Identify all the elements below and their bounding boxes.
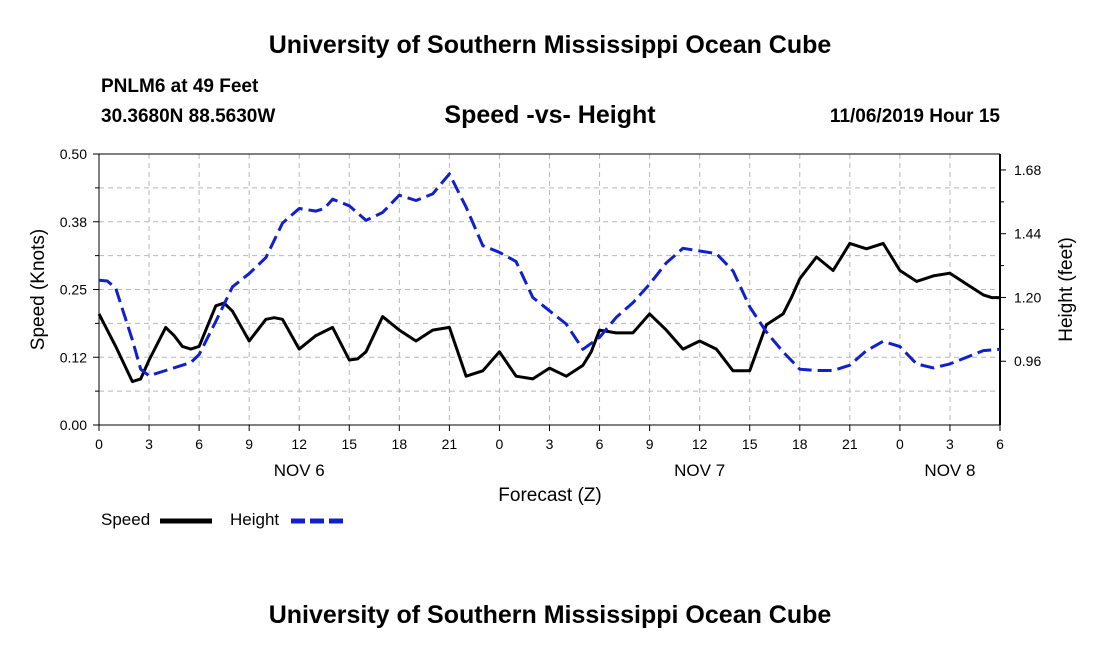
x-tick-label: 12: [291, 436, 307, 452]
x-day-label: NOV 7: [674, 461, 725, 480]
x-tick-label: 9: [245, 436, 253, 452]
x-tick-label: 15: [341, 436, 357, 452]
x-day-label: NOV 6: [274, 461, 325, 480]
x-tick-label: 21: [442, 436, 458, 452]
station-name: PNLM6 at 49 Feet: [101, 76, 259, 97]
y2-tick-label: 1.44: [1014, 226, 1041, 242]
y2-tick-label: 1.20: [1014, 289, 1041, 305]
axes: [93, 153, 1006, 431]
x-tick-label: 18: [392, 436, 408, 452]
y-tick-label: 0.38: [60, 214, 87, 230]
y2-tick-label: 1.68: [1014, 162, 1041, 178]
grid: [99, 154, 1000, 425]
x-tick-label: 3: [546, 436, 554, 452]
x-tick-label: 6: [195, 436, 203, 452]
y2-tick-label: 0.96: [1014, 353, 1041, 369]
x-axis-title: Forecast (Z): [498, 485, 601, 506]
legend: Speed Height: [101, 510, 343, 529]
x-day-label: NOV 8: [924, 461, 975, 480]
labels-group: 0.00 0.12 0.25 0.38 0.50 0.96 1.20 1.44 1.68 0 3 6 9…: [28, 146, 1077, 506]
forecast-timestamp: 11/06/2019 Hour 15: [829, 106, 1000, 127]
y-tick-label: 0.00: [60, 417, 87, 433]
legend-speed-label: Speed: [101, 510, 150, 529]
x-tick-label: 0: [95, 436, 103, 452]
x-tick-label: 15: [742, 436, 758, 452]
speed-series-line: [97, 241, 1000, 384]
x-tick-label: 3: [946, 436, 954, 452]
x-tick-label: 12: [692, 436, 708, 452]
page-title: University of Southern Mississippi Ocean…: [268, 31, 832, 59]
page-footer-title: University of Southern Mississippi Ocean…: [268, 601, 832, 629]
y-tick-label: 0.12: [60, 349, 87, 365]
chart-title: Speed -vs- Height: [444, 101, 656, 129]
x-tick-label: 3: [145, 436, 153, 452]
x-tick-label: 0: [896, 436, 904, 452]
x-tick-label: 0: [496, 436, 504, 452]
x-tick-label: 6: [996, 436, 1004, 452]
x-tick-label: 6: [596, 436, 604, 452]
x-tick-label: 18: [792, 436, 808, 452]
series-group: [97, 172, 1001, 384]
height-series-line: [98, 172, 1001, 378]
y-axis-title: Speed (Knots): [28, 229, 49, 350]
x-tick-label: 9: [646, 436, 654, 452]
y2-axis-title: Height (feet): [1056, 237, 1077, 342]
y-tick-label: 0.50: [60, 146, 87, 162]
y-tick-label: 0.25: [60, 282, 87, 298]
station-coordinates: 30.3680N 88.5630W: [101, 106, 276, 127]
x-tick-label: 21: [842, 436, 858, 452]
legend-height-label: Height: [230, 510, 279, 529]
